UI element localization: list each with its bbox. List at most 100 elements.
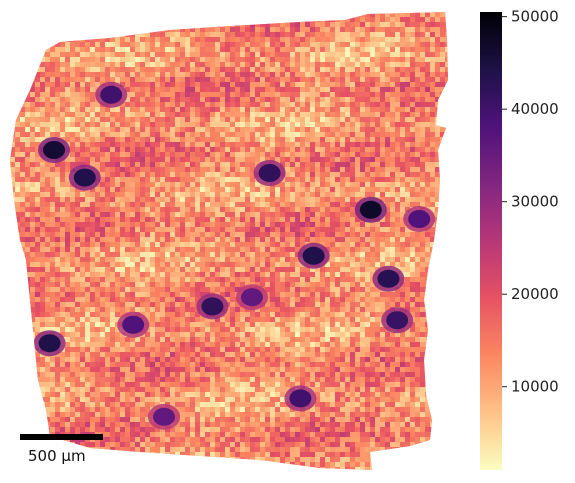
texture-cell <box>15 292 20 297</box>
texture-cell <box>265 192 270 197</box>
texture-cell <box>270 217 275 222</box>
texture-cell <box>280 137 285 142</box>
texture-cell <box>260 257 265 262</box>
texture-cell <box>175 177 180 182</box>
texture-cell <box>220 27 225 32</box>
texture-cell <box>215 232 220 237</box>
texture-cell <box>220 187 225 192</box>
texture-cell <box>210 277 215 282</box>
texture-cell <box>115 217 120 222</box>
texture-cell <box>35 232 40 237</box>
texture-cell <box>165 47 170 52</box>
texture-cell <box>275 262 280 267</box>
texture-cell <box>370 232 375 237</box>
texture-cell <box>290 127 295 132</box>
texture-cell <box>230 97 235 102</box>
texture-cell <box>335 82 340 87</box>
texture-cell <box>185 167 190 172</box>
texture-cell <box>90 82 95 87</box>
texture-cell <box>420 162 425 167</box>
texture-cell <box>335 137 340 142</box>
texture-cell <box>285 247 290 252</box>
texture-cell <box>85 202 90 207</box>
texture-cell <box>100 187 105 192</box>
texture-cell <box>350 282 355 287</box>
texture-cell <box>20 32 25 37</box>
texture-cell <box>305 282 310 287</box>
texture-cell <box>50 127 55 132</box>
texture-cell <box>250 32 255 37</box>
texture-cell <box>395 247 400 252</box>
texture-cell <box>160 52 165 57</box>
texture-cell <box>435 227 440 232</box>
texture-cell <box>35 137 40 142</box>
texture-cell <box>155 157 160 162</box>
texture-cell <box>320 152 325 157</box>
texture-cell <box>255 262 260 267</box>
texture-cell <box>195 17 200 22</box>
texture-cell <box>180 202 185 207</box>
texture-cell <box>30 127 35 132</box>
texture-cell <box>390 132 395 137</box>
texture-cell <box>10 282 15 287</box>
texture-cell <box>50 282 55 287</box>
texture-cell <box>125 172 130 177</box>
texture-cell <box>210 107 215 112</box>
texture-cell <box>385 197 390 202</box>
texture-cell <box>250 192 255 197</box>
texture-cell <box>25 112 30 117</box>
texture-cell <box>410 137 415 142</box>
texture-cell <box>360 47 365 52</box>
texture-cell <box>80 62 85 67</box>
texture-cell <box>60 267 65 272</box>
texture-cell <box>365 222 370 227</box>
texture-cell <box>405 172 410 177</box>
texture-cell <box>15 127 20 132</box>
texture-cell <box>220 112 225 117</box>
texture-cell <box>90 212 95 217</box>
texture-cell <box>200 152 205 157</box>
texture-cell <box>80 292 85 297</box>
texture-cell <box>390 197 395 202</box>
texture-cell <box>85 82 90 87</box>
texture-cell <box>380 107 385 112</box>
texture-cell <box>400 47 405 52</box>
texture-cell <box>210 127 215 132</box>
texture-cell <box>250 157 255 162</box>
texture-cell <box>230 12 235 17</box>
texture-cell <box>75 287 80 292</box>
texture-cell <box>230 182 235 187</box>
texture-cell <box>100 22 105 27</box>
texture-cell <box>135 157 140 162</box>
texture-cell <box>215 117 220 122</box>
texture-cell <box>170 232 175 237</box>
texture-cell <box>175 247 180 252</box>
texture-cell <box>335 47 340 52</box>
texture-cell <box>290 57 295 62</box>
texture-cell <box>335 142 340 147</box>
texture-cell <box>155 57 160 62</box>
texture-cell <box>370 62 375 67</box>
texture-cell <box>185 182 190 187</box>
texture-cell <box>360 12 365 17</box>
texture-cell <box>125 127 130 132</box>
texture-cell <box>370 177 375 182</box>
texture-cell <box>345 162 350 167</box>
texture-cell <box>150 152 155 157</box>
texture-cell <box>120 12 125 17</box>
texture-cell <box>35 192 40 197</box>
texture-cell <box>405 132 410 137</box>
texture-cell <box>350 152 355 157</box>
texture-cell <box>105 247 110 252</box>
texture-cell <box>255 27 260 32</box>
texture-cell <box>180 242 185 247</box>
texture-cell <box>100 27 105 32</box>
texture-cell <box>15 267 20 272</box>
texture-cell <box>215 137 220 142</box>
texture-cell <box>340 77 345 82</box>
texture-cell <box>275 242 280 247</box>
texture-cell <box>125 182 130 187</box>
texture-cell <box>310 157 315 162</box>
texture-cell <box>330 157 335 162</box>
texture-cell <box>300 77 305 82</box>
